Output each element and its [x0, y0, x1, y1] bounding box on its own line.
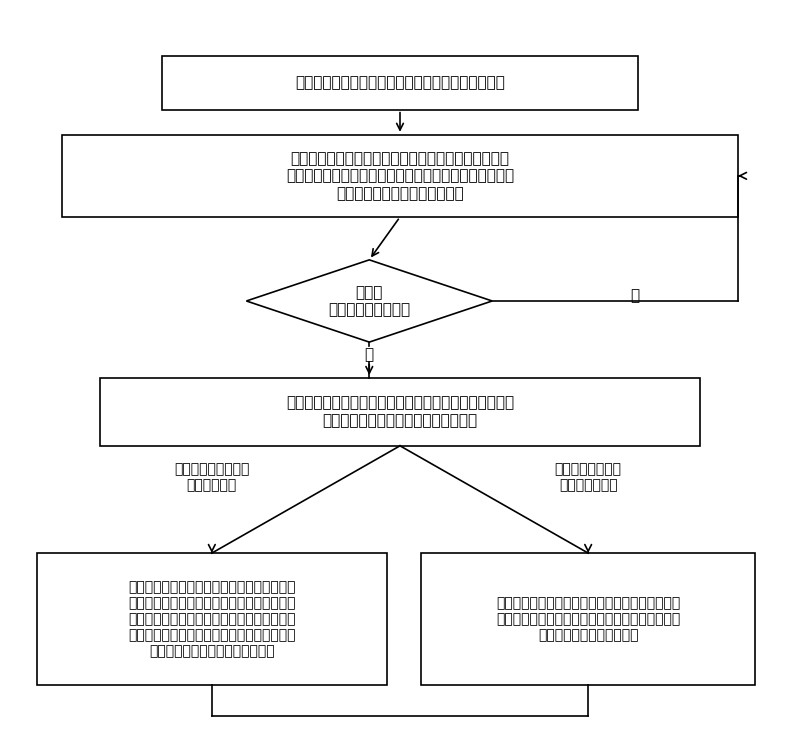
Text: 是否有
抄表机和燃气表对时: 是否有 抄表机和燃气表对时: [328, 285, 410, 317]
Text: 主模块当晚采用旧时钟启动定时中继通讯，通过时
钟校准命令将新时钟发给本群所有子模块成员，随
后整个群立即采用新时钟。: 主模块当晚采用旧时钟启动定时中继通讯，通过时 钟校准命令将新时钟发给本群所有子模…: [496, 596, 680, 642]
FancyBboxPatch shape: [37, 553, 386, 685]
Text: 在每天晚上的设定时间定时通讯，由每个群组的主模块
发起，主模块把自己的时钟发个每个子模块，子模块用接
收到的时间立即更新自己的时间: 在每天晚上的设定时间定时通讯，由每个群组的主模块 发起，主模块把自己的时钟发个每…: [286, 151, 514, 200]
FancyBboxPatch shape: [421, 553, 755, 685]
Text: 如果燃气表的子模块
与抄表机对时: 如果燃气表的子模块 与抄表机对时: [174, 462, 250, 492]
FancyBboxPatch shape: [101, 378, 699, 446]
Text: 燃气表保存抄表机时钟，不立刻更新，燃气表仍以旧时钟
运行，记录抄表机时钟和旧时钟的误差: 燃气表保存抄表机时钟，不立刻更新，燃气表仍以旧时钟 运行，记录抄表机时钟和旧时钟…: [286, 396, 514, 428]
Text: 子模块当晚以旧时钟开启定时中继通讯，如果
子模块与主模块定时中继通讯成功，则采用主
模块给定时钟，且立即生效；如果当晚子模块
与主模块定时中继通讯没有成功，子模: 子模块当晚以旧时钟开启定时中继通讯，如果 子模块与主模块定时中继通讯成功，则采用…: [128, 580, 295, 659]
Text: 否: 否: [630, 288, 639, 302]
Polygon shape: [246, 260, 492, 342]
Text: 是: 是: [365, 347, 374, 363]
FancyBboxPatch shape: [162, 56, 638, 110]
FancyBboxPatch shape: [62, 135, 738, 217]
Text: 通过标准时钟的抄表机对群组内每个燃气表设置时间: 通过标准时钟的抄表机对群组内每个燃气表设置时间: [295, 75, 505, 90]
Text: 如果燃气表的主模
块与抄表机对时: 如果燃气表的主模 块与抄表机对时: [554, 462, 622, 492]
